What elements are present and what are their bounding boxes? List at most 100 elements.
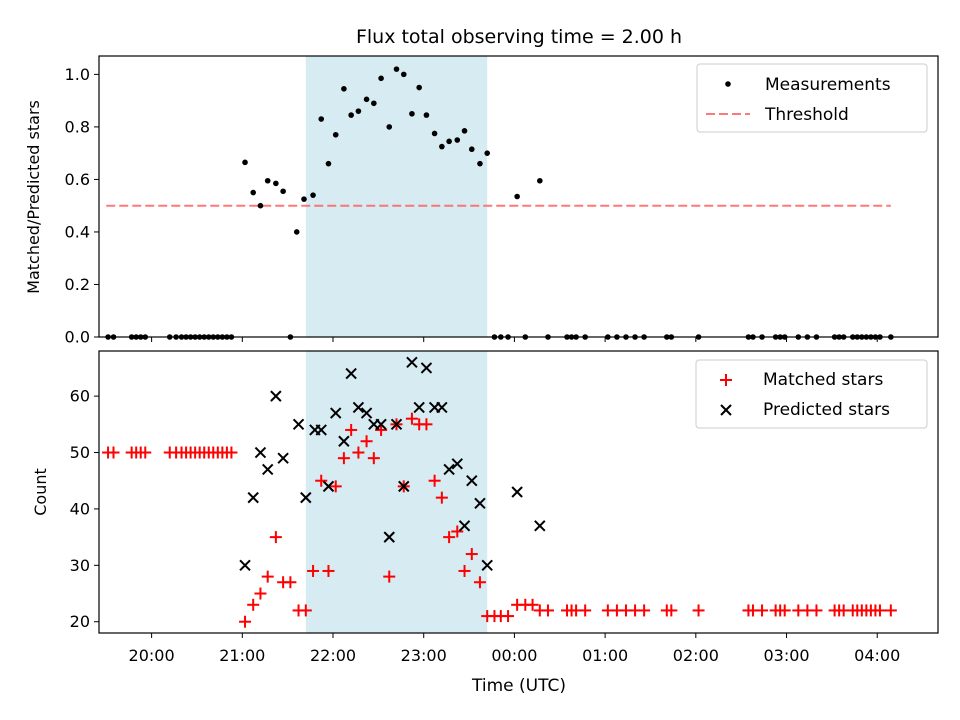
x-tick-label: 01:00 — [582, 646, 628, 665]
measurement-point — [416, 84, 422, 91]
x-tick-label: 21:00 — [219, 646, 265, 665]
measurement-point — [257, 202, 264, 209]
matched-star-point — [443, 531, 456, 544]
measurement-point — [310, 192, 316, 198]
legend-matched-marker — [720, 374, 732, 386]
matched-star-point — [254, 587, 267, 600]
matched-star-point — [810, 604, 823, 617]
matched-star-point — [526, 598, 539, 611]
matched-star-point — [352, 446, 365, 459]
legend-measurements-label: Measurements — [765, 75, 891, 95]
matched-star-point — [473, 576, 486, 589]
matched-star-point — [756, 604, 769, 617]
predicted-star-point — [300, 491, 312, 504]
predicted-star-point — [481, 559, 493, 572]
y-tick-label: 0.0 — [65, 328, 90, 347]
matched-star-point — [435, 491, 448, 504]
matched-star-point — [692, 604, 705, 617]
matched-star-point — [345, 423, 358, 436]
chart-title: Flux total observing time = 2.00 h — [356, 26, 682, 48]
legend-predicted-label: Predicted stars — [763, 400, 890, 420]
x-tick-label: 20:00 — [129, 646, 175, 665]
predicted-star-point — [261, 463, 274, 476]
x-tick-label: 04:00 — [854, 646, 900, 665]
matched-star-point — [315, 474, 328, 487]
y-tick-label: 60 — [70, 387, 90, 406]
y-tick-label: 0.4 — [65, 222, 90, 241]
measurement-point — [409, 110, 415, 117]
matched-star-point — [541, 604, 554, 617]
measurement-point — [325, 160, 332, 167]
predicted-star-point — [398, 480, 410, 493]
predicted-star-point — [413, 401, 425, 414]
predicted-star-point — [420, 362, 433, 374]
y-tick-label: 0.8 — [65, 117, 90, 136]
measurement-point — [400, 71, 407, 78]
y-tick-label: 0.2 — [65, 275, 90, 294]
matched-star-point — [139, 446, 152, 459]
predicted-star-point — [436, 401, 448, 414]
matched-star-point — [284, 576, 297, 589]
matched-star-point — [383, 570, 396, 583]
legend-matched-label: Matched stars — [763, 370, 883, 390]
top-panel-ylabel: Matched/Predicted stars — [24, 100, 43, 294]
y-tick-label: 40 — [70, 499, 90, 518]
x-tick-label: 23:00 — [401, 646, 447, 665]
measurement-point — [446, 138, 452, 145]
x-tick-label: 02:00 — [673, 646, 719, 665]
measurement-point — [242, 159, 248, 166]
matched-star-point — [299, 604, 312, 617]
x-tick-label: 00:00 — [491, 646, 537, 665]
y-tick-label: 0.6 — [65, 170, 90, 189]
measurement-point — [355, 108, 362, 114]
predicted-star-point — [338, 435, 350, 447]
top-panel-highlight — [305, 56, 488, 337]
bottom-legend: Matched stars Predicted stars — [695, 359, 928, 429]
matched-star-point — [778, 604, 791, 617]
measurement-point — [439, 143, 445, 150]
legend-threshold-label: Threshold — [764, 105, 849, 125]
predicted-star-point — [239, 559, 251, 572]
predicted-star-point — [345, 367, 357, 380]
measurement-point — [332, 131, 339, 138]
measurement-point — [386, 124, 393, 130]
matched-star-point — [247, 598, 260, 611]
matched-star-point — [367, 452, 380, 465]
predicted-star-point — [383, 531, 395, 543]
predicted-star-point — [247, 491, 259, 504]
matched-star-point — [638, 604, 651, 617]
matched-star-point — [329, 480, 342, 493]
measurement-point — [461, 128, 468, 134]
measurement-point — [293, 229, 300, 235]
y-tick-label: 1.0 — [65, 65, 90, 84]
predicted-star-point — [406, 356, 418, 368]
measurement-point — [484, 150, 491, 156]
predicted-star-point — [466, 475, 478, 487]
measurement-point — [393, 66, 400, 72]
x-tick-label: 22:00 — [310, 646, 356, 665]
matched-star-point — [375, 423, 388, 436]
bottom-panel-highlight — [305, 351, 488, 633]
predicted-star-point — [360, 407, 373, 419]
predicted-star-point — [443, 463, 455, 476]
matched-star-point — [451, 525, 464, 538]
measurement-point — [250, 189, 256, 196]
matched-star-point — [428, 474, 441, 487]
measurement-point — [318, 116, 325, 122]
matched-star-point — [502, 610, 515, 623]
predicted-star-point — [534, 520, 546, 532]
top-panel-frame — [98, 55, 939, 338]
measurement-point — [468, 146, 475, 153]
measurement-point — [431, 130, 438, 137]
predicted-star-point — [270, 390, 282, 402]
measurement-point — [378, 75, 384, 82]
predicted-star-point — [390, 418, 403, 431]
measurement-point — [537, 177, 543, 184]
predicted-star-point — [352, 401, 365, 414]
y-tick-label: 50 — [70, 443, 90, 462]
predicted-star-point — [315, 424, 327, 436]
matched-star-point — [337, 452, 350, 465]
matched-star-point — [465, 548, 478, 561]
predicted-star-point — [375, 418, 387, 431]
